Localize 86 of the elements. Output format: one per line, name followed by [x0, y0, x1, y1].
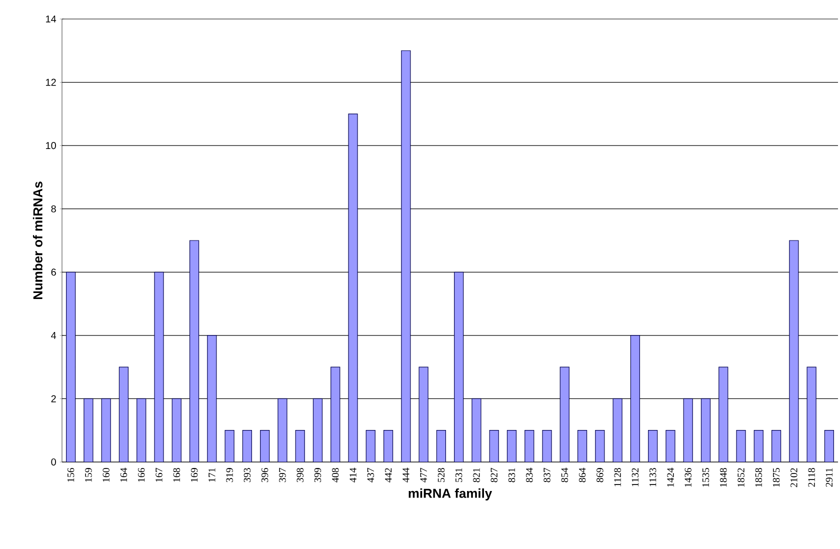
x-tick-label: 869: [596, 468, 604, 482]
bar: [683, 398, 693, 462]
bar: [66, 272, 76, 462]
bar: [577, 430, 588, 462]
y-tick-label: 10: [46, 142, 56, 150]
x-tick-label: 821: [473, 468, 480, 482]
x-tick-label: 1848: [720, 468, 727, 487]
x-tick-label: 827: [490, 468, 498, 482]
x-tick-label: 167: [156, 468, 162, 482]
x-tick-label: 159: [85, 468, 92, 482]
x-tick-label: 171: [208, 468, 216, 482]
y-tick-label: 0: [51, 458, 56, 466]
y-tick-label: 2: [51, 395, 56, 402]
y-axis-title: Number of miRNAs: [32, 182, 42, 300]
x-tick-label: 1128: [614, 468, 621, 486]
bar: [524, 430, 534, 462]
y-tick-label: 12: [46, 78, 56, 86]
bar: [595, 430, 605, 462]
x-tick-label: 1535: [702, 468, 710, 487]
x-tick-label: 397: [279, 468, 286, 482]
bar: [242, 430, 252, 462]
bar: [454, 272, 464, 462]
x-tick-label: 864: [578, 468, 586, 482]
x-tick-label: 164: [120, 468, 128, 482]
bar: [330, 366, 340, 462]
bar: [436, 430, 446, 462]
bar: [718, 366, 728, 462]
bar: [189, 240, 200, 462]
x-tick-label: 444: [402, 468, 410, 482]
bar: [136, 398, 146, 462]
bar: [560, 366, 570, 462]
x-tick-label: 319: [226, 468, 233, 482]
x-tick-label: 414: [350, 468, 356, 482]
x-tick-label: 1133: [649, 468, 656, 486]
x-tick-label: 399: [314, 468, 322, 482]
bar: [383, 430, 394, 462]
bar: [754, 430, 764, 462]
x-axis-title: miRNA family: [408, 488, 492, 500]
bar: [366, 430, 376, 462]
bar: [630, 335, 640, 462]
x-tick-label: 1132: [632, 468, 639, 486]
x-tick-label: 166: [138, 468, 145, 482]
bar: [489, 430, 499, 462]
x-tick-label: 442: [384, 468, 392, 482]
x-tick-label: 1852: [738, 468, 744, 487]
x-tick-label: 160: [102, 468, 110, 482]
x-tick-label: 1858: [755, 468, 762, 487]
x-tick-label: 1875: [772, 468, 780, 487]
bar: [506, 430, 517, 462]
bar: [295, 430, 305, 462]
y-tick-label: 4: [51, 332, 56, 339]
x-tick-label: 2911: [826, 468, 833, 487]
x-tick-label: 1424: [667, 468, 674, 487]
bar: [789, 240, 799, 462]
x-tick-label: 437: [367, 468, 374, 482]
bar: [101, 398, 111, 462]
y-tick-label: 8: [51, 205, 56, 212]
x-tick-label: 408: [332, 468, 339, 482]
x-tick-label: 2118: [808, 468, 815, 487]
x-tick-label: 854: [561, 468, 568, 482]
x-tick-label: 837: [544, 468, 550, 482]
x-tick-label: 831: [508, 468, 516, 482]
x-tick-label: 168: [173, 468, 180, 482]
y-tick-label: 14: [46, 16, 56, 22]
bar: [700, 398, 711, 462]
y-tick-label: 6: [51, 268, 56, 276]
x-tick-label: 834: [526, 468, 533, 482]
bar: [824, 430, 834, 462]
bar: [312, 398, 323, 462]
bar: [172, 398, 182, 462]
x-tick-label: 156: [67, 468, 74, 482]
bar: [118, 366, 129, 462]
bar: [401, 50, 411, 462]
x-tick-label: 2102: [790, 468, 798, 488]
bar: [771, 430, 782, 462]
x-tick-label: 1436: [684, 468, 692, 487]
x-tick-label: 477: [420, 468, 427, 482]
x-tick-label: 531: [455, 468, 462, 482]
bar: [648, 430, 658, 462]
x-tick-label: 169: [190, 468, 198, 482]
x-tick-label: 396: [261, 468, 268, 482]
x-tick-label: 393: [244, 468, 251, 482]
x-tick-label: 528: [438, 468, 445, 482]
x-tick-label: 398: [296, 468, 304, 482]
bar: [260, 430, 270, 462]
bar: [207, 335, 217, 462]
